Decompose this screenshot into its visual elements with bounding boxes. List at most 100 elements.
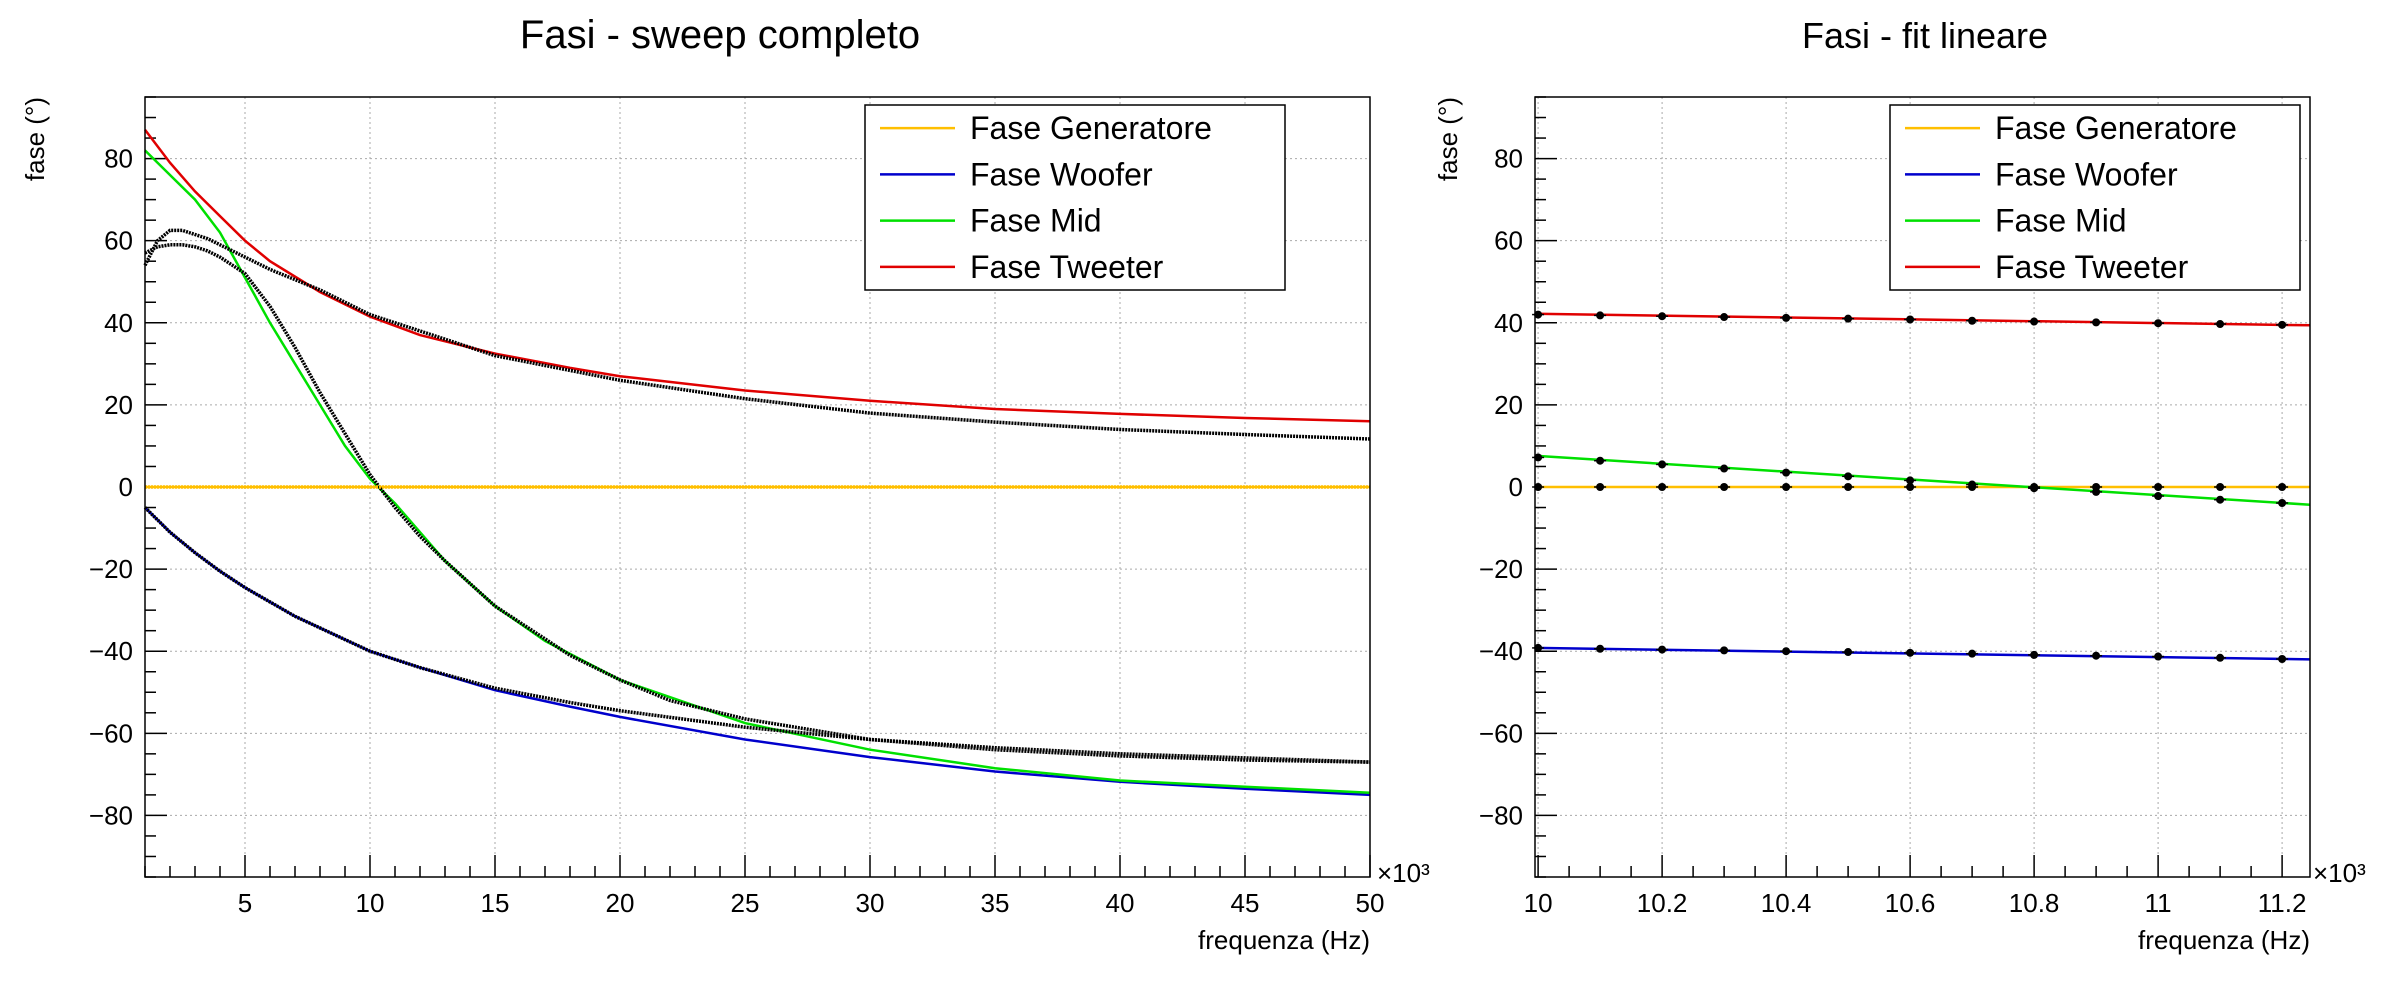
data-point <box>2278 320 2287 329</box>
data-point <box>1534 310 1543 319</box>
data-point <box>1844 314 1853 323</box>
data-point <box>1906 476 1915 485</box>
y-tick-label: −60 <box>1479 718 1523 748</box>
x-tick-label: 11 <box>2145 888 2172 918</box>
x-tick-label: 11.2 <box>2258 888 2307 918</box>
legend-label: Fase Mid <box>1995 203 2127 239</box>
y-tick-label: −40 <box>89 636 133 666</box>
data-point <box>1782 483 1791 491</box>
x-tick-label: 10 <box>356 888 385 918</box>
y-tick-label: −60 <box>89 718 133 748</box>
data-point <box>1844 648 1853 657</box>
legend-label: Fase Mid <box>970 203 1102 239</box>
x-tick-label: 35 <box>981 888 1010 918</box>
x-tick-label: 30 <box>856 888 885 918</box>
data-point <box>2154 319 2163 328</box>
legend-label: Fase Generatore <box>970 110 1212 146</box>
x-tick-label: 5 <box>238 888 252 918</box>
x-tick-label: 25 <box>731 888 760 918</box>
y-tick-label: 0 <box>1509 472 1523 502</box>
data-point <box>2216 653 2225 662</box>
legend-box <box>864 104 1286 291</box>
data-point <box>1720 483 1729 491</box>
data-point <box>1782 647 1791 656</box>
data-point <box>1844 483 1853 491</box>
series-line-measured-data <box>143 506 1371 764</box>
y-axis-label: fase (°) <box>20 97 50 181</box>
y-tick-label: −20 <box>1479 554 1523 584</box>
data-point <box>2154 492 2163 501</box>
data-point <box>1596 483 1605 491</box>
legend: Fase Generatore Fase Woofer Fase Mid Fase T… <box>864 104 1286 291</box>
axes: 5 10 15 20 25 30 35 40 45 50 −80 −60 −40 −20 0 20 40 60 80 <box>89 96 1385 918</box>
data-point <box>1968 480 1977 489</box>
y-tick-label: −20 <box>89 554 133 584</box>
x-tick-label: 40 <box>1106 888 1135 918</box>
legend: Fase Generatore Fase Woofer Fase Mid Fase T… <box>1889 104 2301 291</box>
data-point <box>2030 317 2039 326</box>
x-tick-label: 10.2 <box>1637 888 1688 918</box>
data-point <box>2092 487 2101 496</box>
data-point <box>1906 648 1915 657</box>
y-axis-label: fase (°) <box>1433 97 1463 181</box>
data-point <box>2278 483 2287 491</box>
data-point <box>2154 652 2163 661</box>
data-point <box>1658 645 1667 654</box>
data-point <box>2278 655 2287 664</box>
legend-label: Fase Generatore <box>1995 110 2237 146</box>
x-tick-label: 50 <box>1356 888 1385 918</box>
plot-frame <box>144 96 1371 878</box>
data-point <box>2216 495 2225 504</box>
data-point <box>1968 316 1977 325</box>
x-tick-label: 45 <box>1231 888 1260 918</box>
data-point <box>2092 318 2101 327</box>
y-tick-label: 20 <box>1494 390 1523 420</box>
data-point <box>2154 483 2163 491</box>
data-point <box>2216 483 2225 491</box>
legend-box <box>1889 104 2301 291</box>
data-point <box>1658 483 1667 491</box>
data-point <box>1596 644 1605 653</box>
data-point <box>1782 468 1791 477</box>
y-tick-label: 60 <box>1494 226 1523 256</box>
data-point <box>2216 320 2225 329</box>
legend-label: Fase Woofer <box>1995 156 2178 192</box>
legend-label: Fase Woofer <box>970 156 1153 192</box>
x-axis-multiplier: ×10³ <box>2313 858 2366 888</box>
x-tick-label: 20 <box>606 888 635 918</box>
y-tick-label: 40 <box>1494 308 1523 338</box>
series-layer <box>143 129 1371 797</box>
y-tick-label: −80 <box>1479 800 1523 830</box>
data-point <box>2278 499 2287 508</box>
data-point <box>1720 464 1729 473</box>
series-line-measured-data <box>143 228 1371 441</box>
y-tick-label: 80 <box>1494 144 1523 174</box>
data-point <box>2030 484 2039 493</box>
data-point <box>1906 315 1915 324</box>
x-axis-label: frequenza (Hz) <box>1198 925 1370 955</box>
y-tick-label: −40 <box>1479 636 1523 666</box>
chart-title: Fasi - fit lineare <box>1802 15 2048 56</box>
x-tick-label: 10.8 <box>2009 888 2060 918</box>
data-point <box>1720 646 1729 655</box>
data-point <box>2030 650 2039 659</box>
data-point <box>1596 311 1605 320</box>
data-point <box>1658 460 1667 469</box>
y-tick-label: 0 <box>119 472 133 502</box>
y-tick-label: 60 <box>104 226 133 256</box>
y-tick-label: 20 <box>104 390 133 420</box>
data-point <box>1968 649 1977 658</box>
data-point <box>1782 313 1791 322</box>
data-point <box>2092 651 2101 660</box>
series-layer <box>1532 310 2311 664</box>
series-line-fase-mid-fit <box>144 149 1371 795</box>
y-tick-label: −80 <box>89 800 133 830</box>
legend-label: Fase Tweeter <box>970 249 1164 285</box>
data-point <box>1844 472 1853 481</box>
series-line-measured-data <box>144 243 1371 764</box>
data-point <box>1534 643 1543 652</box>
x-tick-label: 10 <box>1524 888 1553 918</box>
chart-panel-1: Fasi - sweep completo 5 10 15 20 25 30 35 40 45 50… <box>20 13 1430 955</box>
data-point <box>1596 456 1605 465</box>
